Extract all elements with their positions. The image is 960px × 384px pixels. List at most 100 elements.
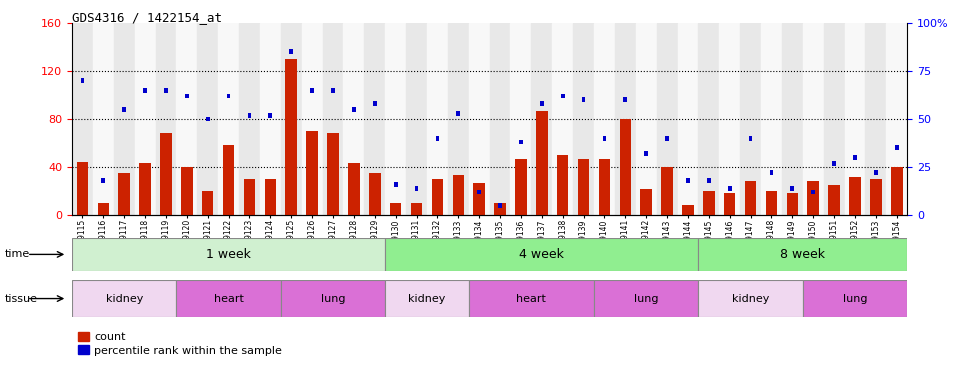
Bar <box>886 23 907 215</box>
Bar <box>561 94 564 98</box>
Text: tissue: tissue <box>5 293 37 304</box>
Text: 8 week: 8 week <box>780 248 826 261</box>
Bar <box>265 179 276 215</box>
Text: heart: heart <box>214 293 244 304</box>
Bar <box>202 191 213 215</box>
Bar <box>636 23 657 215</box>
Bar <box>786 194 798 215</box>
Text: lung: lung <box>843 293 867 304</box>
Bar <box>494 203 506 215</box>
Bar <box>594 23 614 215</box>
Text: GDS4316 / 1422154_at: GDS4316 / 1422154_at <box>72 12 222 25</box>
Bar <box>578 159 589 215</box>
Bar <box>323 23 344 215</box>
Bar <box>707 178 710 183</box>
Text: kidney: kidney <box>732 293 769 304</box>
Bar <box>686 178 690 183</box>
Text: lung: lung <box>634 293 659 304</box>
Bar <box>811 190 815 194</box>
Bar <box>218 23 239 215</box>
Bar <box>728 186 732 190</box>
Bar <box>832 161 836 166</box>
Bar <box>698 238 907 271</box>
Bar <box>72 280 177 317</box>
Bar <box>703 191 714 215</box>
Bar <box>573 23 594 215</box>
Bar <box>661 167 673 215</box>
Bar <box>72 23 93 215</box>
Bar <box>498 203 502 208</box>
Bar <box>456 111 460 116</box>
Bar <box>698 280 803 317</box>
Bar <box>143 88 147 93</box>
Bar <box>874 170 877 175</box>
Bar <box>390 203 401 215</box>
Bar <box>406 23 427 215</box>
Bar <box>280 23 301 215</box>
Bar <box>160 134 172 215</box>
Bar <box>77 162 88 215</box>
Bar <box>740 23 761 215</box>
Bar <box>205 117 209 121</box>
Bar <box>280 280 385 317</box>
Bar <box>657 23 678 215</box>
Bar <box>807 182 819 215</box>
Bar <box>516 159 527 215</box>
Bar <box>352 107 356 112</box>
Bar <box>603 136 607 141</box>
Bar <box>223 146 234 215</box>
Bar <box>531 23 552 215</box>
Bar <box>683 205 694 215</box>
Bar <box>394 182 397 187</box>
Bar <box>385 238 698 271</box>
Bar <box>870 179 881 215</box>
Bar <box>845 23 866 215</box>
Text: lung: lung <box>321 293 346 304</box>
Bar <box>239 23 260 215</box>
Bar <box>749 136 753 141</box>
Bar <box>678 23 698 215</box>
Bar <box>895 146 899 150</box>
Bar <box>761 23 781 215</box>
Bar <box>724 194 735 215</box>
Bar <box>344 23 364 215</box>
Bar <box>269 113 273 118</box>
Bar <box>118 173 130 215</box>
Bar <box>511 23 531 215</box>
Bar <box>665 136 669 141</box>
Bar <box>698 23 719 215</box>
Bar <box>850 177 861 215</box>
Bar <box>803 23 824 215</box>
Bar <box>244 179 255 215</box>
Bar <box>766 191 778 215</box>
Bar <box>139 164 151 215</box>
Bar <box>348 164 360 215</box>
Text: time: time <box>5 249 30 260</box>
Bar <box>364 23 385 215</box>
Bar <box>72 238 385 271</box>
Bar <box>301 23 323 215</box>
Bar <box>156 23 177 215</box>
Bar <box>93 23 113 215</box>
Bar <box>369 173 380 215</box>
Bar <box>582 98 586 102</box>
Text: 4 week: 4 week <box>519 248 564 261</box>
Bar <box>436 136 440 141</box>
Bar <box>599 159 611 215</box>
Bar <box>427 23 447 215</box>
Bar <box>614 23 636 215</box>
Bar <box>745 182 756 215</box>
Bar <box>853 155 857 160</box>
Bar <box>411 203 422 215</box>
Bar <box>260 23 280 215</box>
Bar <box>594 280 698 317</box>
Bar <box>770 170 774 175</box>
Bar <box>824 23 845 215</box>
Bar <box>619 119 631 215</box>
Bar <box>415 186 419 190</box>
Bar <box>164 88 168 93</box>
Bar <box>285 59 297 215</box>
Bar <box>557 155 568 215</box>
Bar <box>519 140 523 144</box>
Bar <box>385 280 468 317</box>
